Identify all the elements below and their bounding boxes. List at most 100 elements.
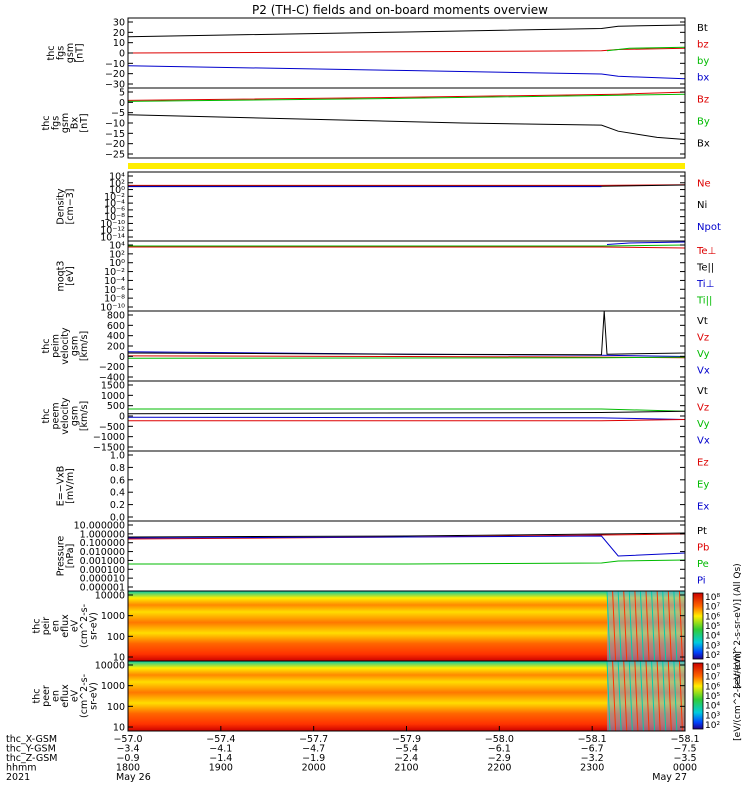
y-axis-label: gsm [65,43,76,63]
y-tick-label: 0 [119,98,125,109]
colorbar [692,592,704,660]
spectrogram-streak [662,660,667,732]
spectrogram-streak [673,660,678,732]
y-tick-label: 1000 [101,611,125,622]
spectrogram-streak [639,590,644,662]
x-row-label: thc_Z-GSM [6,753,57,764]
legend-entry: Bx [697,139,710,150]
y-axis-label: en [51,620,62,632]
legend-entry: Pe [697,559,709,570]
x-date-start: May 26 [116,772,151,783]
series-line-vz [128,419,686,422]
y-tick-label: −5 [111,108,125,119]
spectrogram-streak [656,660,661,732]
colorbar-tick-label: 10⁵ [705,622,720,632]
colorbar-tick-label: 10² [705,721,720,731]
legend-entry: bx [697,72,709,83]
series-line-vy [127,356,686,359]
series-line-bt [127,24,686,38]
spectrogram-streak [678,590,683,662]
y-tick-label: 800 [107,311,125,322]
y-tick-label: 10 [113,653,125,664]
y-tick-label: 10⁻⁶ [104,285,125,296]
y-tick-label: 10.000000 [74,521,125,532]
x-tick-label: −3.5 [673,753,696,764]
legend-entry: By [697,117,710,128]
x-tick-label: −3.2 [581,753,604,764]
legend-entry: Ex [697,502,709,513]
y-axis-label: eV [70,619,81,632]
y-tick-label: 10⁰ [109,185,125,196]
colorbar-tick-label: 10⁷ [705,673,720,683]
colorbar-tick-label: 10² [705,651,720,661]
y-tick-label: 200 [107,342,125,353]
x-tick-label: 0000 [673,763,697,774]
y-tick-label: 10⁰ [109,258,125,269]
colorbar-tick-label: 10⁸ [705,663,720,673]
y-tick-label: 10⁴ [109,241,125,252]
y-tick-label: 0.000100 [80,565,125,576]
colorbar-tick-label: 10⁶ [705,612,720,622]
series-line-pt [127,532,686,538]
y-axis-label: eV [70,689,81,702]
y-tick-label: 1.000000 [80,529,125,540]
legend-entry: Vx [697,435,710,446]
x-tick-label: −2.4 [395,753,418,764]
legend-entry: Vx [697,365,710,376]
y-axis-label: peem [51,403,62,430]
spectrogram-streak [634,660,639,732]
x-tick-label: −2.9 [488,753,511,764]
y-axis-label: thc [46,46,57,61]
x-tick-label: 1900 [209,763,233,774]
spectrogram-streak [606,660,611,732]
y-axis-label: (cm^2-s- [79,604,90,648]
y-axis-label: en [51,690,62,702]
legend-entry: Ti⊥ [696,279,714,290]
x-year-label: 2021 [6,772,30,783]
x-tick-label: −58.1 [670,734,699,745]
spectrogram-streak [606,590,611,662]
legend-entry: bz [697,39,709,50]
legend-entry: Pt [697,526,707,537]
y-axis-label: Pressure [55,536,66,577]
colorbar-label: [eV/(cm^2-s-sr-eV)] [733,651,743,741]
x-tick-label: −6.1 [488,744,511,755]
x-tick-label: −1.4 [209,753,232,764]
y-tick-label: 0.000010 [80,574,125,585]
legend-entry: Te⊥ [696,246,716,257]
y-axis-label: peer [41,685,52,707]
y-axis-label: velocity [60,327,71,365]
y-tick-label: 0.000001 [80,583,125,594]
spectrogram-streak [667,660,672,732]
y-tick-label: −20 [105,139,125,150]
x-tick-label: −7.5 [673,744,696,755]
series-line-ne [128,184,686,186]
legend-entry: Pb [697,542,709,553]
spectrogram-streak [612,590,617,662]
y-tick-label: 0.010000 [80,547,125,558]
spectrogram-streak [673,590,678,662]
colorbar-tick-label: 10⁵ [705,692,720,702]
y-tick-label: −10 [105,59,125,70]
y-tick-label: 10 [113,723,125,734]
y-axis-label: gsm [60,113,71,133]
series-line-te [128,246,686,249]
y-tick-label: 100 [107,632,125,643]
x-tick-label: −5.4 [395,744,418,755]
y-axis-label: thc [41,339,52,354]
y-tick-label: 10⁻² [104,192,125,203]
spectrogram-streak [678,660,683,732]
y-tick-label: 10⁻⁸ [104,294,125,305]
x-axis-labels: thc_X-GSM −57.0 −57.4 −57.7 −57.9 −58.0 −58.1−… [6,726,700,783]
legend-entry: Vt [697,386,708,397]
y-tick-label: 1500 [101,381,125,392]
y-tick-label: −400 [99,373,125,384]
spectrogram-streak [651,660,656,732]
panel-density: NeNiNpot10⁴10²10⁰10⁻²10⁻⁴10⁻⁶10⁻⁸10⁻¹⁰10… [55,171,721,244]
y-tick-label: 10⁻⁸ [104,212,125,223]
series-line-by [127,93,686,102]
panel-temperature: Te⊥ Te|| Ti⊥ Ti|| 10⁴10²10⁰10⁻²10⁻⁴10⁻⁶10⁻⁸1… [55,240,716,314]
y-axis-label: eflux [60,614,71,638]
y-tick-label: 600 [107,321,125,332]
